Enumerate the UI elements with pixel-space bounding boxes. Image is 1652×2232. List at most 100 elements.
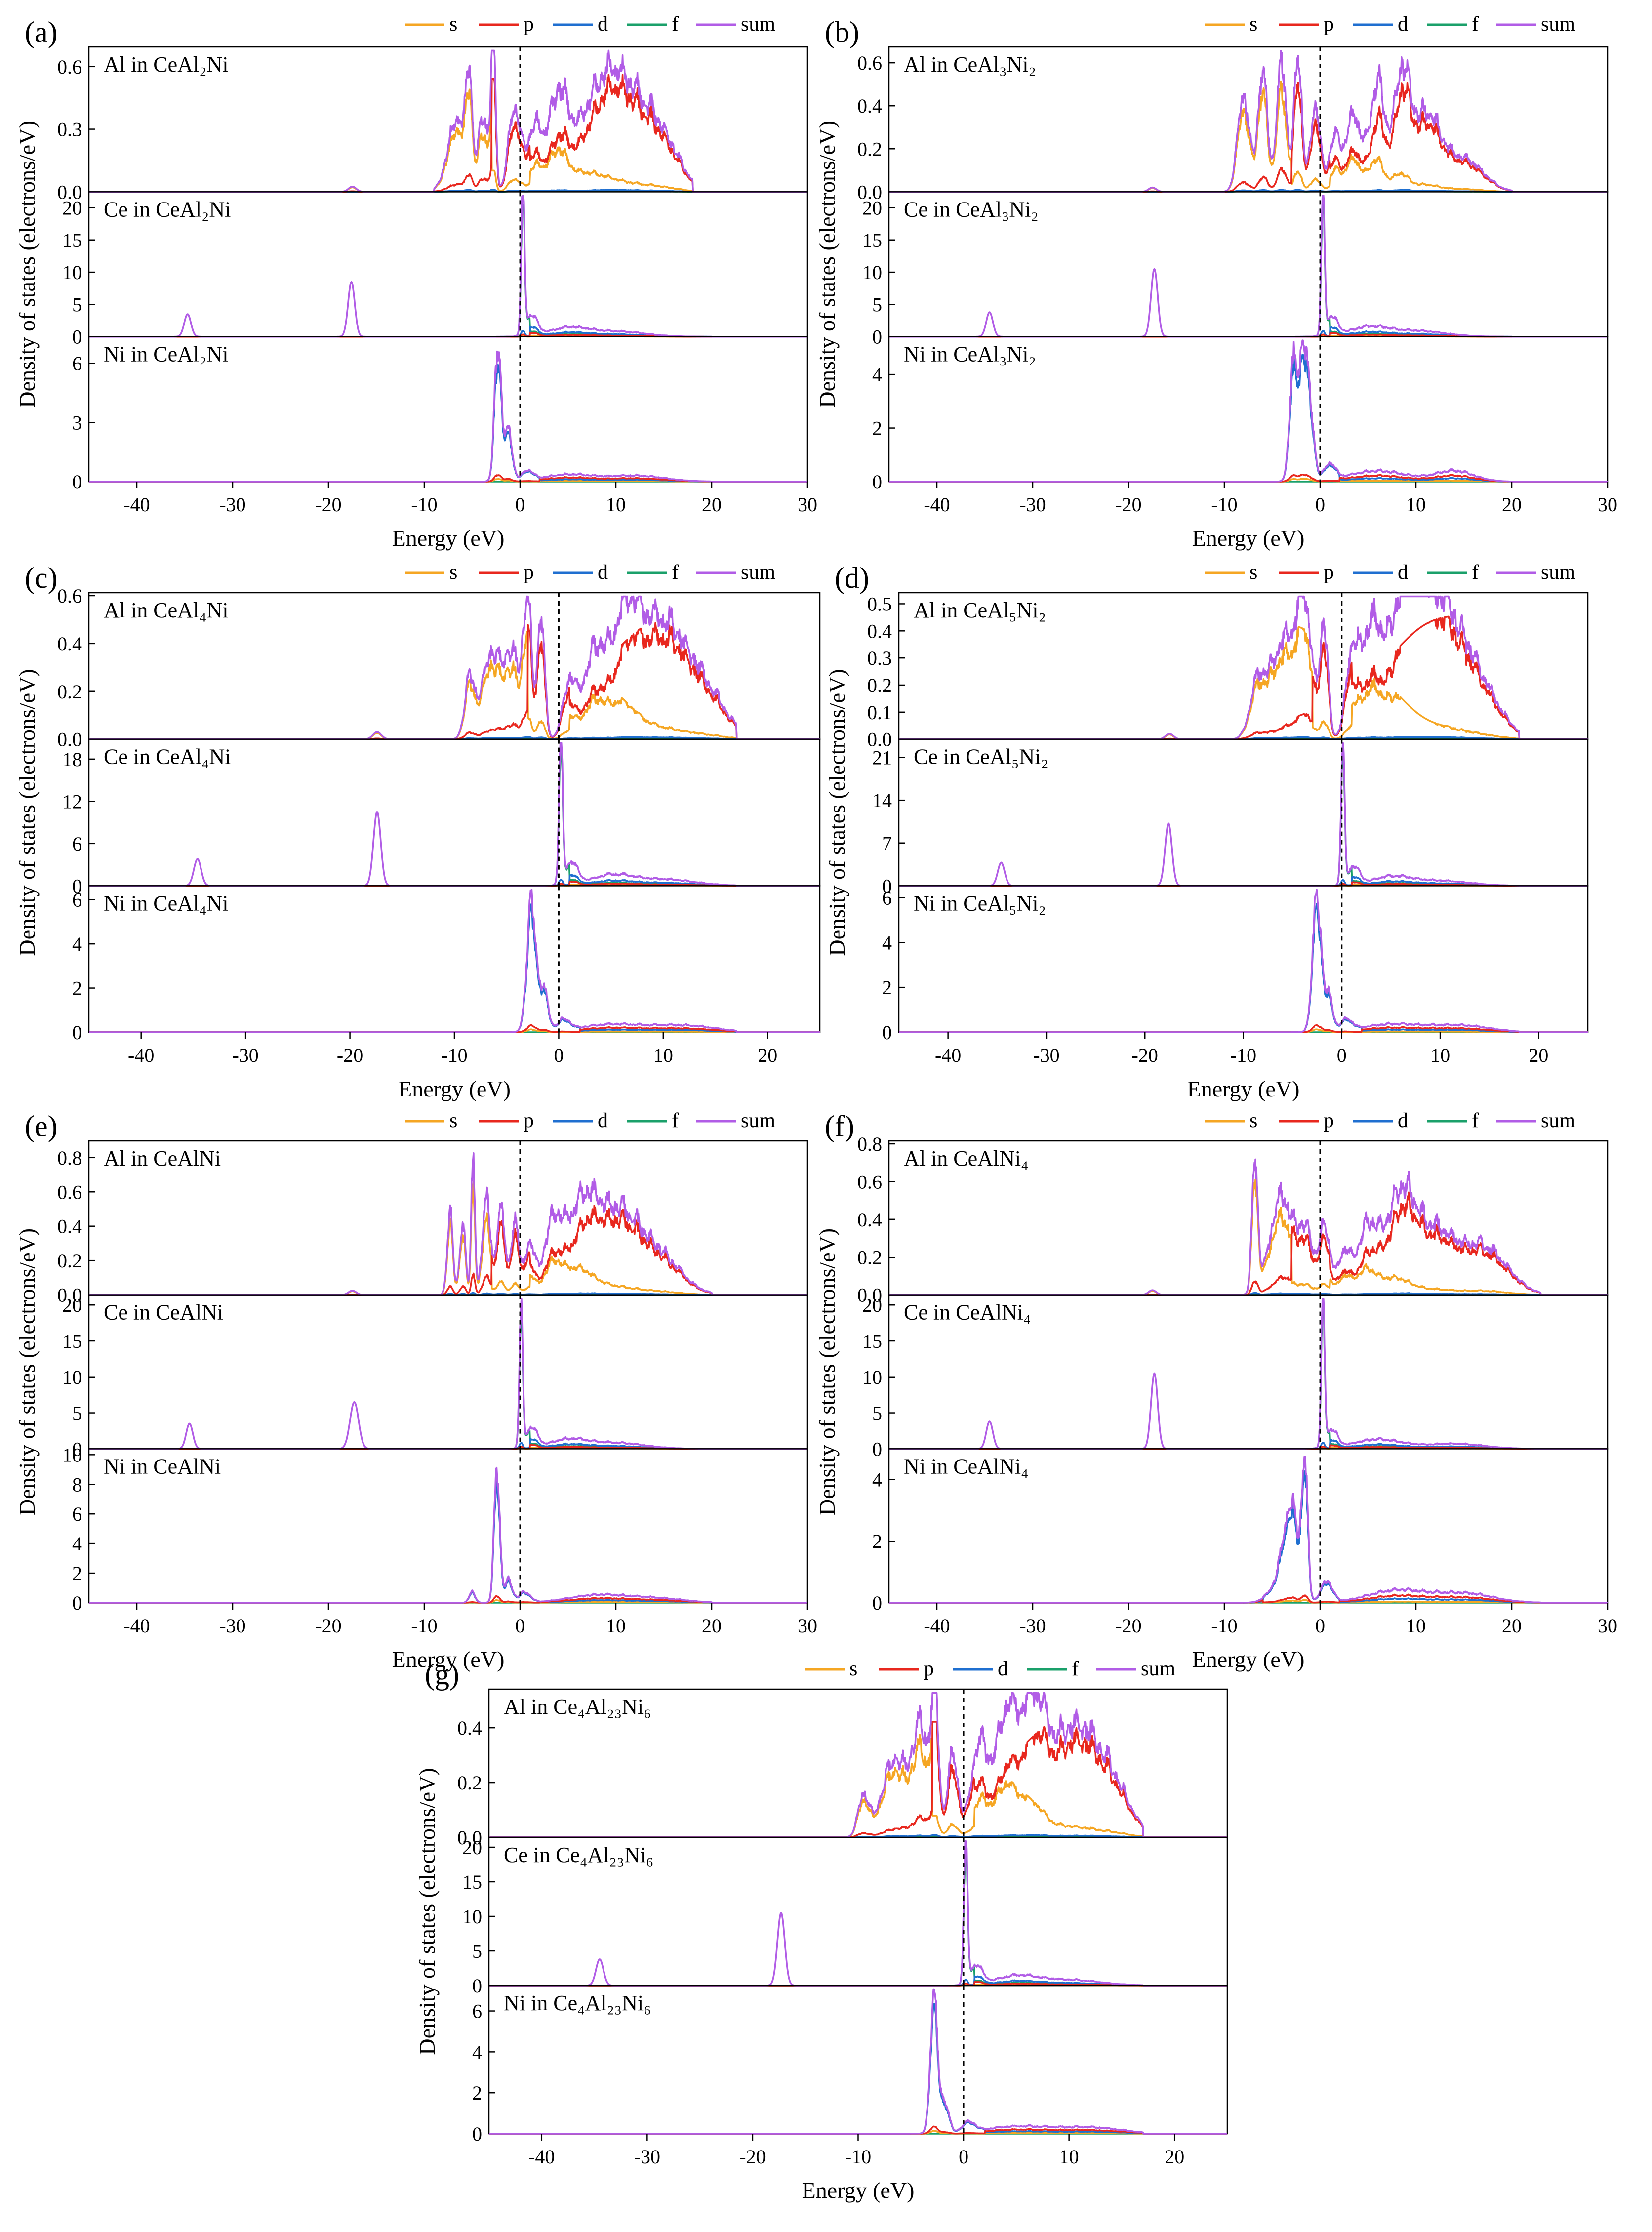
- legend-label-s: s: [1249, 13, 1257, 36]
- legend-label-d: d: [598, 13, 608, 36]
- subplot-al: 0.0 0.2 0.4 0.6 Al in CeAl₃Ni₂: [857, 46, 1609, 203]
- y-tick-label: 15: [862, 1330, 882, 1352]
- y-tick-label: 4: [72, 1533, 82, 1555]
- x-axis-label: Energy (eV): [1187, 1076, 1300, 1101]
- legend: s p d f sum: [805, 1658, 1175, 1680]
- x-tick-label: 10: [653, 1044, 673, 1066]
- legend-label-s: s: [449, 1109, 457, 1132]
- y-tick-label: 0.3: [867, 647, 892, 669]
- subplot-title: Ni in CeAl₃Ni₂: [904, 342, 1036, 366]
- subplot-ni: 0 2 4 6 8 10 Ni in CeAlNi: [62, 1444, 808, 1614]
- legend-label-f: f: [672, 13, 679, 36]
- series-p: [88, 622, 820, 740]
- x-tick-label: 0: [1315, 1615, 1325, 1637]
- x-tick-label: -20: [1115, 1615, 1141, 1637]
- series-f: [88, 204, 808, 338]
- legend: s p d f sum: [405, 561, 775, 584]
- y-tick-label: 10: [862, 261, 882, 284]
- panel-label: (d): [835, 562, 869, 594]
- x-axis-label: Energy (eV): [398, 1076, 511, 1101]
- x-tick-label: -30: [232, 1044, 258, 1066]
- legend: s p d f sum: [1205, 1109, 1575, 1132]
- y-tick-label: 0: [872, 471, 882, 493]
- y-tick-label: 2: [872, 417, 882, 440]
- x-tick-label: 30: [798, 493, 817, 516]
- series-s: [898, 626, 1588, 740]
- legend-label-sum: sum: [741, 1109, 775, 1132]
- legend-label-p: p: [524, 1109, 534, 1132]
- legend-label-d: d: [1398, 561, 1408, 584]
- x-axis-label: Energy (eV): [392, 1647, 505, 1672]
- legend: s p d f sum: [405, 1109, 775, 1132]
- x-tick-label: -10: [1211, 493, 1237, 516]
- y-tick-label: 20: [62, 197, 82, 219]
- y-tick-label: 0: [872, 1592, 882, 1614]
- y-tick-label: 4: [72, 933, 82, 955]
- x-axis-label: Energy (eV): [1192, 526, 1305, 551]
- x-tick-label: 20: [1502, 1615, 1522, 1637]
- series-sum: [88, 1466, 808, 1604]
- y-tick-label: 21: [872, 747, 892, 769]
- subplot-title: Ni in CeAl₄Ni: [104, 891, 228, 915]
- x-tick-label: -20: [315, 493, 341, 516]
- subplot-al: 0.0 0.2 0.4 0.6 0.8 Al in CeAlNi₄: [857, 1133, 1609, 1306]
- y-tick-label: 15: [862, 229, 882, 251]
- y-tick-label: 18: [62, 748, 82, 771]
- x-tick-label: -10: [441, 1044, 467, 1066]
- series-sum: [888, 339, 1608, 483]
- y-tick-label: 0.6: [57, 1181, 82, 1203]
- x-tick-label: -20: [315, 1615, 341, 1637]
- series-d: [488, 2002, 1228, 2135]
- subplot-title: Ce in CeAl₄Ni: [104, 745, 231, 769]
- y-tick-label: 5: [72, 1402, 82, 1424]
- x-tick-label: 10: [606, 1615, 626, 1637]
- subplot-title: Ce in CeAl₅Ni₂: [914, 745, 1048, 769]
- series-p: [88, 74, 808, 193]
- y-tick-label: 0.3: [57, 119, 82, 141]
- y-tick-label: 10: [462, 1906, 482, 1928]
- series-f: [88, 752, 820, 887]
- x-tick-label: -30: [219, 493, 245, 516]
- legend-label-f: f: [672, 561, 679, 584]
- legend-label-p: p: [524, 13, 534, 36]
- y-tick-label: 0: [72, 1438, 82, 1460]
- x-tick-label: -20: [739, 2146, 766, 2168]
- y-tick-label: 5: [472, 1940, 482, 1962]
- panel-label: (g): [425, 1658, 459, 1691]
- y-tick-label: 6: [882, 887, 892, 909]
- y-tick-label: 4: [872, 1468, 882, 1491]
- y-tick-label: 0.6: [857, 52, 882, 74]
- x-tick-label: 20: [702, 493, 722, 516]
- x-tick-label: 10: [1406, 493, 1426, 516]
- x-tick-label: 20: [702, 1615, 722, 1637]
- subplot-al: 0.0 0.3 0.6 Al in CeAl₂Ni: [57, 46, 808, 203]
- legend-label-s: s: [1249, 1109, 1257, 1132]
- x-tick-label: 10: [1059, 2146, 1079, 2168]
- subplot-ni: 0 3 6 Ni in CeAl₂Ni: [72, 336, 808, 493]
- x-tick-label: 20: [1529, 1044, 1548, 1066]
- x-tick-label: -40: [935, 1044, 961, 1066]
- y-tick-label: 0.8: [57, 1147, 82, 1169]
- legend-label-s: s: [449, 13, 457, 36]
- legend-label-p: p: [1324, 1109, 1334, 1132]
- x-axis-label: Energy (eV): [802, 2178, 915, 2203]
- panel-label: (c): [25, 562, 58, 594]
- y-tick-label: 12: [62, 790, 82, 812]
- y-tick-label: 0: [72, 1021, 82, 1044]
- series-sum: [88, 1152, 808, 1296]
- panel-label: (b): [825, 16, 859, 48]
- legend-label-s: s: [1249, 561, 1257, 584]
- subplot-title: Al in CeAl₄Ni: [104, 598, 228, 622]
- y-tick-label: 0.6: [857, 1171, 882, 1193]
- y-tick-label: 0.2: [857, 1246, 882, 1268]
- y-tick-label: 15: [62, 229, 82, 251]
- x-tick-label: -40: [924, 1615, 950, 1637]
- x-tick-label: -20: [1115, 493, 1141, 516]
- subplot-title: Ni in CeAl₅Ni₂: [914, 891, 1046, 915]
- subplot-title: Al in Ce₄Al₂₃Ni₆: [504, 1695, 651, 1719]
- panel-label: (e): [25, 1110, 58, 1142]
- subplot-title: Ni in CeAl₂Ni: [104, 342, 228, 366]
- y-axis-label: Density of states (electrons/eV): [824, 669, 849, 956]
